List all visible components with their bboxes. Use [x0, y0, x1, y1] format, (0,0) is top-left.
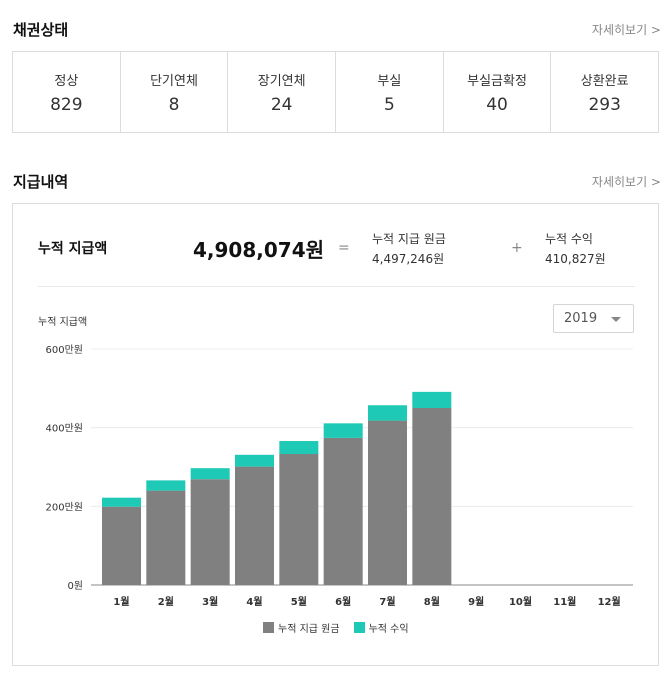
legend-label: 누적 수익: [368, 624, 409, 635]
x-tick-label: 9월: [468, 596, 484, 608]
status-cell-long-overdue: 장기연체 24: [228, 52, 337, 132]
profit-summary: 누적 수익 410,827원: [545, 230, 606, 267]
status-cell-repaid: 상환완료 293: [551, 52, 658, 132]
bar-principal: [146, 490, 186, 585]
profit-value: 410,827원: [545, 252, 606, 266]
payment-summary-row: 누적 지급액 4,908,074원 = 누적 지급 원금 4,497,246원 …: [38, 204, 635, 287]
payments-detail-link[interactable]: 자세히보기 >: [591, 175, 661, 189]
x-tick-label: 5월: [291, 596, 307, 608]
y-tick-label: 600만원: [46, 344, 84, 356]
chevron-down-icon: [611, 317, 621, 322]
status-label: 부실: [377, 74, 402, 89]
x-tick-label: 3월: [202, 596, 218, 608]
legend-label: 누적 지급 원금: [278, 624, 340, 635]
legend-item: 누적 수익: [353, 620, 409, 635]
status-value: 8: [168, 95, 180, 115]
payments-section-header: 지급내역 자세히보기 >: [13, 171, 661, 195]
x-tick-label: 11월: [553, 596, 576, 608]
year-select[interactable]: 2019: [553, 304, 634, 333]
total-paid-label: 누적 지급액: [38, 241, 108, 257]
y-tick-label: 0원: [67, 580, 83, 592]
cumulative-payment-chart: 0원 200만원 400만원 600만원 1월 2월 3월 4월 5월 6월 7월 8월 9월 10월 11…: [46, 344, 633, 608]
status-summary-box: 정상 829 단기연체 8 장기연체 24 부실 5 부실금확정 40 상환완료…: [12, 51, 659, 133]
equals-sign: =: [338, 240, 350, 256]
x-tick-label: 8월: [424, 596, 440, 608]
bar-profit: [102, 497, 141, 507]
status-section-header: 채권상태 자세히보기 >: [13, 19, 661, 43]
legend-swatch: [263, 622, 274, 633]
x-tick-label: 10월: [509, 596, 532, 608]
status-value: 829: [50, 95, 83, 115]
bar-principal: [235, 466, 274, 585]
bar-profit: [190, 468, 230, 480]
status-cell-short-overdue: 단기연체 8: [121, 52, 229, 132]
payments-section-title: 지급내역: [13, 173, 69, 191]
bar-principal: [102, 506, 141, 585]
principal-value: 4,497,246원: [372, 252, 445, 266]
status-label: 장기연체: [257, 74, 306, 89]
status-value: 40: [486, 95, 508, 115]
status-value: 24: [270, 95, 293, 115]
status-label: 상환완료: [580, 74, 629, 89]
bar-principal: [368, 420, 407, 585]
status-label: 단기연체: [150, 74, 198, 89]
bar-profit: [412, 391, 452, 408]
status-section-title: 채권상태: [13, 21, 69, 39]
status-value: 5: [383, 95, 395, 115]
bar-profit: [146, 480, 186, 491]
legend-item: 누적 지급 원금: [263, 620, 340, 635]
bar-principal: [323, 437, 363, 585]
y-tick-label: 400만원: [46, 423, 84, 435]
chart-title: 누적 지급액: [38, 317, 88, 328]
legend-swatch: [353, 622, 365, 633]
status-detail-link[interactable]: 자세히보기 >: [591, 23, 661, 37]
status-value: 293: [588, 95, 621, 115]
year-select-value: 2019: [564, 311, 598, 326]
bar-profit: [279, 441, 319, 455]
status-label: 정상: [54, 74, 79, 89]
x-tick-label: 1월: [113, 596, 129, 608]
y-tick-label: 200만원: [46, 501, 84, 513]
status-cell-default-confirmed: 부실금확정 40: [444, 52, 552, 132]
principal-label: 누적 지급 원금: [372, 232, 446, 246]
x-tick-label: 12월: [598, 596, 621, 608]
plus-sign: +: [511, 240, 523, 256]
bar-profit: [235, 454, 274, 467]
x-tick-label: 2월: [158, 596, 174, 608]
x-tick-label: 7월: [379, 596, 395, 608]
payments-box: 누적 지급액 4,908,074원 = 누적 지급 원금 4,497,246원 …: [12, 203, 659, 666]
status-label: 부실금확정: [467, 74, 527, 89]
profit-label: 누적 수익: [545, 232, 593, 246]
bar-profit: [323, 423, 363, 438]
principal-summary: 누적 지급 원금 4,497,246원: [372, 230, 446, 267]
bar-principal: [190, 479, 230, 585]
chart-legend: 누적 지급 원금 누적 수익: [263, 620, 423, 635]
status-cell-normal: 정상 829: [13, 52, 121, 132]
bar-profit: [368, 405, 407, 421]
x-tick-label: 4월: [246, 596, 262, 608]
total-paid-value: 4,908,074원: [193, 238, 325, 262]
status-cell-default: 부실 5: [336, 52, 444, 132]
bar-principal: [279, 454, 319, 585]
bar-principal: [412, 408, 452, 585]
x-tick-label: 6월: [335, 596, 351, 608]
